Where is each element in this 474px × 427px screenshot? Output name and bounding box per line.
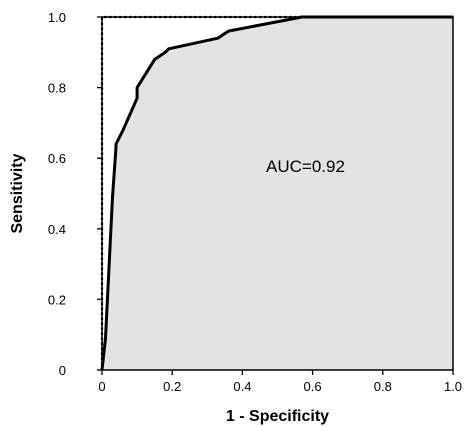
y-tick-label: 0.4 [48, 222, 66, 237]
x-tick-label: 0 [98, 379, 105, 394]
auc-area [102, 17, 453, 370]
plot-area [100, 15, 453, 371]
y-tick-label: 0.2 [48, 292, 66, 307]
x-tick-label: 0.2 [163, 379, 181, 394]
x-tick-label: 0.6 [304, 379, 322, 394]
x-tick-label: 0.4 [233, 379, 251, 394]
x-tick-label: 1.0 [444, 379, 462, 394]
y-tick-label: 0 [59, 363, 66, 378]
y-tick-label: 1.0 [48, 10, 66, 25]
x-tick-label: 0.8 [374, 379, 392, 394]
plot-frame [101, 16, 454, 371]
axis-ticks: 0 0.2 0.4 0.6 0.8 1.0 0 0.2 0.4 0.6 0.8 1.0 [48, 10, 462, 394]
x-axis-title: 1 - Specificity [226, 408, 329, 425]
y-axis-title: Sensitivity [9, 153, 26, 233]
y-tick-label: 0.6 [48, 151, 66, 166]
roc-curve [100, 15, 453, 371]
y-tick-label: 0.8 [48, 81, 66, 96]
auc-annotation: AUC=0.92 [266, 157, 345, 176]
